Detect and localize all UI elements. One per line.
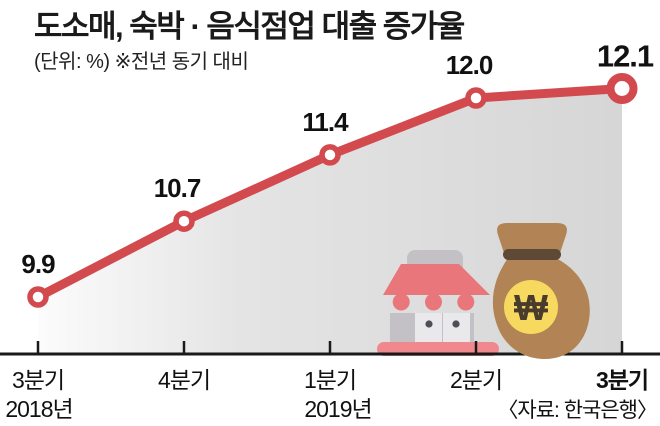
money-bag-knot: [497, 223, 567, 256]
category-labels-layer: 3분기 4분기 1분기 2분기 3분기 2018년 2019년: [5, 367, 649, 422]
category-label: 1분기: [304, 367, 356, 393]
chart-subtitle: (단위: %) ※전년 동기 대비: [34, 51, 249, 73]
awning-scallop: [425, 293, 442, 311]
year-label: 2018년: [5, 396, 72, 422]
storefront-door-right: [443, 313, 470, 344]
category-label: 4분기: [158, 367, 210, 393]
door-handle: [425, 320, 433, 328]
value-labels-layer: 9.9 10.7 11.4 12.0 12.1: [21, 39, 655, 280]
won-coin: [504, 280, 558, 334]
source-label: 〈자료: 한국은행〉: [497, 399, 657, 422]
category-label: 3분기: [596, 367, 648, 393]
door-handle: [452, 320, 460, 328]
storefront-awning: [383, 264, 490, 295]
value-label: 12.1: [597, 39, 654, 74]
category-label: 3분기: [12, 367, 64, 393]
money-bag-tie: [503, 249, 561, 260]
chart-title: 도소매, 숙박 · 음식점업 대출 증가율: [34, 9, 465, 44]
storefront-door-left: [415, 313, 442, 344]
value-label: 11.4: [302, 107, 349, 137]
value-label: 10.7: [154, 173, 201, 203]
year-label: 2019년: [304, 396, 371, 422]
data-point-marker: [27, 286, 49, 308]
data-point-marker: [319, 144, 341, 166]
data-point-marker: [173, 210, 195, 232]
value-label: 9.9: [21, 249, 55, 279]
category-label: 2분기: [450, 367, 502, 393]
data-point-marker-last: [606, 73, 638, 104]
line-series-layer: [27, 73, 638, 308]
won-symbol: ₩: [514, 287, 548, 328]
value-label: 12.0: [446, 50, 493, 80]
awning-scallop: [392, 293, 410, 311]
storefront-icon: [377, 250, 499, 356]
money-bag-icon: ₩: [492, 223, 590, 359]
awning-scallop: [457, 293, 475, 311]
data-point-marker: [465, 87, 487, 109]
